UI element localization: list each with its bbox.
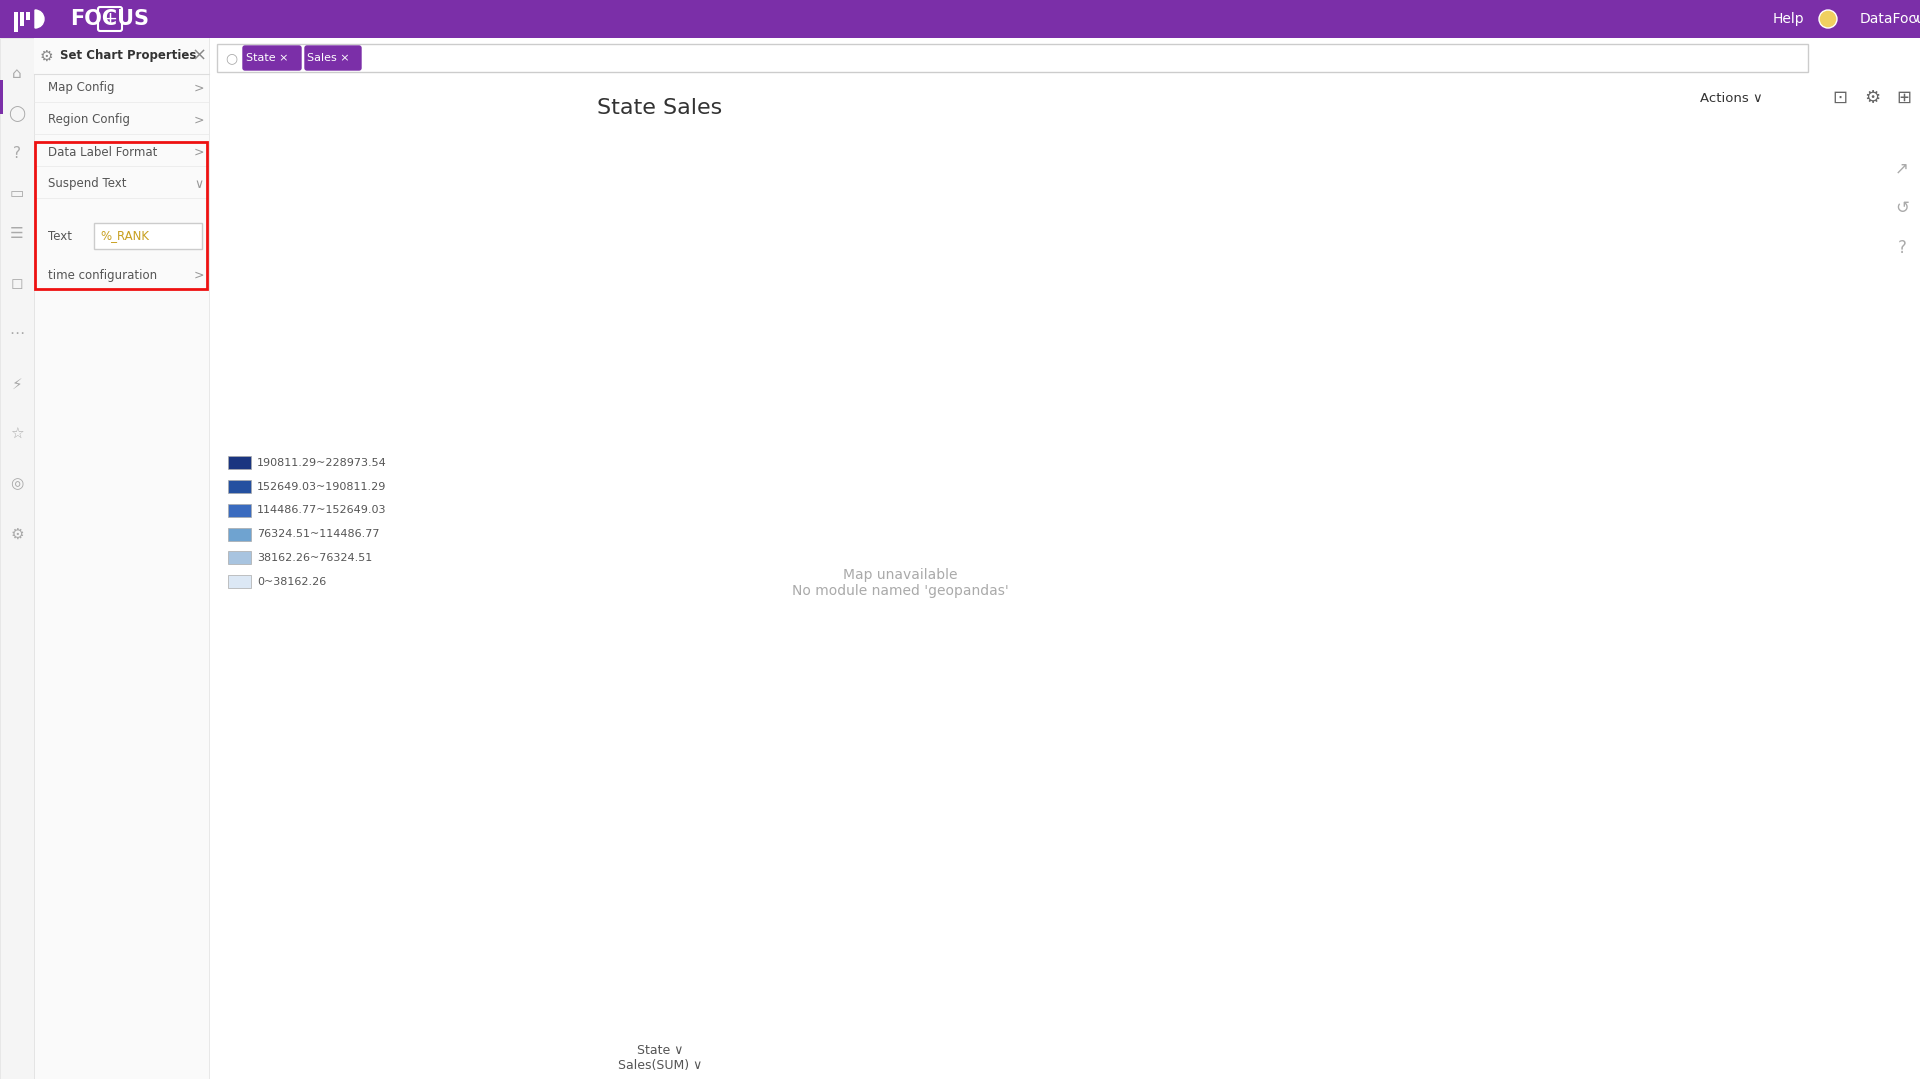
Bar bbox=[228, 575, 252, 588]
Text: 76324.51~114486.77: 76324.51~114486.77 bbox=[257, 529, 380, 540]
Text: >: > bbox=[194, 269, 204, 282]
Text: FOCUS: FOCUS bbox=[69, 9, 150, 29]
Text: ○: ○ bbox=[225, 51, 236, 65]
Text: ⊞: ⊞ bbox=[1897, 88, 1912, 107]
Text: ⚡: ⚡ bbox=[12, 377, 23, 392]
Text: ☰: ☰ bbox=[10, 227, 23, 242]
Text: Sales ×: Sales × bbox=[307, 53, 349, 63]
Text: >: > bbox=[194, 146, 204, 159]
Text: Map unavailable
No module named 'geopandas': Map unavailable No module named 'geopand… bbox=[791, 568, 1008, 598]
Text: ⊡: ⊡ bbox=[1832, 88, 1847, 107]
Bar bbox=[27, 12, 31, 21]
Text: Actions ∨: Actions ∨ bbox=[1699, 92, 1763, 105]
Text: State ∨: State ∨ bbox=[637, 1044, 684, 1057]
Text: ∨: ∨ bbox=[194, 178, 204, 191]
Bar bbox=[35, 38, 209, 74]
Bar bbox=[228, 528, 252, 541]
Text: State ×: State × bbox=[246, 53, 288, 63]
Text: ×: × bbox=[192, 47, 207, 65]
Text: ↗: ↗ bbox=[1895, 159, 1908, 177]
Text: ↺: ↺ bbox=[1895, 199, 1908, 217]
Text: ?: ? bbox=[13, 147, 21, 162]
Text: ◻: ◻ bbox=[12, 276, 23, 291]
Text: +: + bbox=[102, 10, 117, 28]
Text: Help: Help bbox=[1772, 12, 1803, 26]
Wedge shape bbox=[35, 10, 44, 28]
Text: ⋯: ⋯ bbox=[10, 327, 25, 341]
Text: State Sales: State Sales bbox=[597, 98, 722, 118]
Bar bbox=[19, 12, 23, 26]
Text: ?: ? bbox=[1897, 240, 1907, 257]
Text: ⚙: ⚙ bbox=[38, 49, 54, 64]
Text: ⚙: ⚙ bbox=[10, 527, 23, 542]
Text: 190811.29~228973.54: 190811.29~228973.54 bbox=[257, 457, 388, 468]
Bar bbox=[0, 0, 1920, 38]
Text: Set Chart Properties: Set Chart Properties bbox=[60, 50, 196, 63]
Text: 38162.26~76324.51: 38162.26~76324.51 bbox=[257, 552, 372, 563]
Bar bbox=[94, 223, 202, 249]
Bar bbox=[0, 38, 35, 1079]
Text: 114486.77~152649.03: 114486.77~152649.03 bbox=[257, 505, 386, 516]
Text: Suspend Text: Suspend Text bbox=[48, 178, 127, 191]
Text: 152649.03~190811.29: 152649.03~190811.29 bbox=[257, 481, 386, 492]
Text: ◎: ◎ bbox=[10, 477, 23, 492]
Text: time configuration: time configuration bbox=[48, 269, 157, 282]
Circle shape bbox=[1818, 10, 1837, 28]
Bar bbox=[209, 38, 1920, 1079]
Bar bbox=[228, 551, 252, 564]
Text: Sales(SUM) ∨: Sales(SUM) ∨ bbox=[618, 1058, 703, 1071]
Bar bbox=[13, 12, 17, 32]
FancyBboxPatch shape bbox=[305, 46, 361, 70]
Text: ▭: ▭ bbox=[10, 187, 25, 202]
Text: ⌂: ⌂ bbox=[12, 67, 21, 82]
Bar bbox=[217, 44, 1809, 72]
FancyBboxPatch shape bbox=[244, 46, 301, 70]
Bar bbox=[35, 142, 207, 289]
Text: Map Config: Map Config bbox=[48, 82, 115, 95]
Bar bbox=[35, 38, 209, 1079]
Text: >: > bbox=[194, 113, 204, 126]
Text: Region Config: Region Config bbox=[48, 113, 131, 126]
Bar bbox=[0, 80, 4, 114]
Text: Text: Text bbox=[48, 231, 73, 244]
Bar bbox=[228, 456, 252, 469]
Text: %_RANK: %_RANK bbox=[100, 230, 150, 243]
Text: ⚙: ⚙ bbox=[1864, 88, 1880, 107]
Text: 0~38162.26: 0~38162.26 bbox=[257, 576, 326, 587]
Bar bbox=[228, 504, 252, 517]
Text: Data Label Format: Data Label Format bbox=[48, 146, 157, 159]
Text: ∨: ∨ bbox=[1912, 14, 1920, 24]
Text: ◯: ◯ bbox=[8, 106, 25, 122]
Bar bbox=[35, 10, 36, 28]
Bar bbox=[228, 480, 252, 493]
Text: DataFocus: DataFocus bbox=[1860, 12, 1920, 26]
Text: ☆: ☆ bbox=[10, 426, 23, 441]
Text: >: > bbox=[194, 82, 204, 95]
